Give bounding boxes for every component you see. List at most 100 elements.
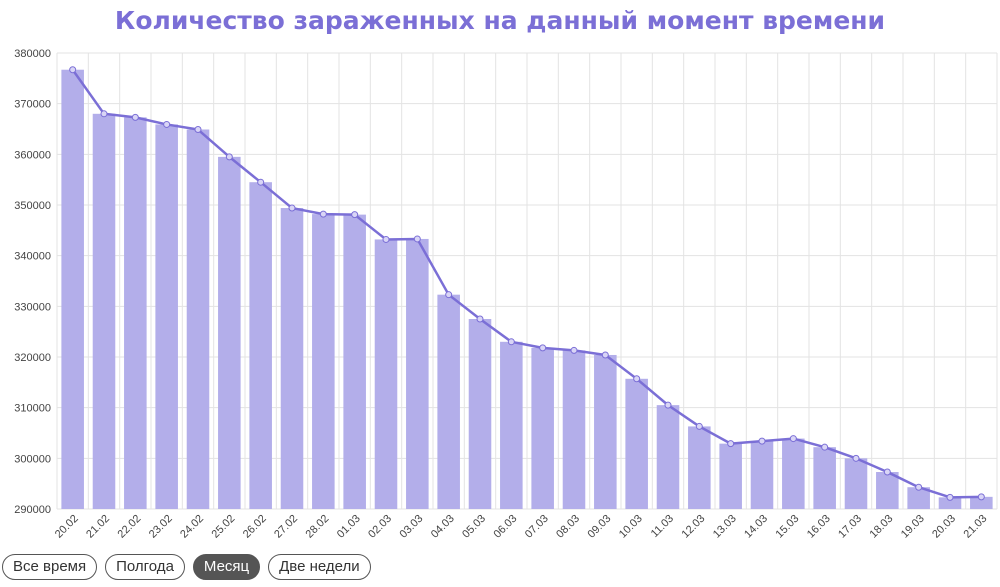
x-tick-label: 15.03 [774,513,802,541]
bar [782,438,805,509]
y-tick-label: 370000 [14,99,51,111]
x-tick-label: 07.03 [523,513,551,541]
line-point [821,443,829,451]
line-point [476,315,484,323]
line-point [695,422,703,430]
x-tick-label: 25.02 [210,513,238,541]
x-tick-label: 16.03 [805,513,833,541]
bar [500,341,523,509]
x-tick-label: 10.03 [617,513,645,541]
x-tick-label: 21.02 [84,513,112,541]
x-tick-label: 28.02 [304,513,332,541]
x-tick-label: 08.03 [554,513,582,541]
x-tick-label: 22.02 [116,513,144,541]
bar [343,214,366,510]
bar [625,378,648,509]
chart-title: Количество зараженных на данный момент в… [114,6,886,35]
bar [437,294,460,509]
x-tick-label: 13.03 [711,513,739,541]
bar [92,113,116,510]
bar [61,69,84,509]
line-point [601,351,609,359]
y-tick-label: 300000 [14,453,51,465]
x-tick-label: 06.03 [492,513,520,541]
period-tab[interactable]: Полгода [105,554,185,580]
line-point [100,110,108,118]
line-point [288,204,296,212]
line-point [351,211,359,219]
bar [531,347,554,509]
y-tick-label: 290000 [14,504,51,516]
x-tick-label: 18.03 [868,513,896,541]
line-point [539,344,547,352]
bar [719,443,742,509]
y-tick-label: 310000 [14,403,51,415]
x-tick-label: 20.02 [53,513,81,541]
line-point [445,291,453,299]
x-tick-label: 27.02 [272,513,300,541]
bar [813,447,836,509]
x-tick-label: 14.03 [742,513,770,541]
x-tick-label: 12.03 [680,513,708,541]
bar [312,214,335,509]
line-point [758,437,766,445]
line-point [946,493,954,501]
x-tick-label: 21.03 [962,513,990,541]
line-point [131,113,139,121]
line-point [163,120,171,128]
line-point [915,483,923,491]
line-point [319,210,327,218]
bar [907,487,930,509]
line-point [570,346,578,354]
bar [124,117,147,509]
line-point [69,66,77,74]
x-tick-label: 19.03 [899,513,927,541]
period-tabs: Все время Полгода Месяц Две недели [2,554,371,580]
series-line [71,68,982,499]
x-tick-label: 17.03 [836,513,864,541]
line-point [883,468,891,476]
bar [750,441,774,509]
x-tick-label: 11.03 [649,513,676,540]
line-point [257,178,265,186]
bar [844,458,868,509]
bar [688,426,711,509]
bar [155,124,178,509]
y-tick-label: 360000 [14,149,51,161]
line-point [852,454,860,462]
bar [218,156,241,509]
x-tick-label: 05.03 [460,513,488,541]
line-point [194,126,202,134]
line-point [633,375,641,383]
bar [938,497,962,509]
y-tick-label: 350000 [14,200,51,212]
y-tick-label: 320000 [14,352,51,364]
line-point [413,235,421,243]
bar [374,239,398,509]
x-tick-label: 01.03 [335,513,363,541]
x-tick-label: 20.03 [930,513,958,541]
x-tick-label: 23.02 [147,513,175,541]
bar [186,129,210,510]
bar [249,182,272,509]
y-tick-label: 340000 [14,251,51,263]
line-point [507,338,515,346]
x-tick-label: 09.03 [586,513,614,541]
period-tab[interactable]: Все время [2,554,98,580]
x-tick-label: 04.03 [429,513,457,541]
line-point [225,153,233,161]
y-tick-label: 380000 [14,48,51,60]
line-point [977,493,985,501]
line-point [664,401,672,409]
period-tab[interactable]: Две недели [268,554,371,580]
bar [656,405,680,509]
bar [970,496,993,509]
line-point [382,235,390,243]
period-tab[interactable]: Месяц [192,554,261,580]
bar [406,238,429,510]
bar [594,354,617,509]
x-tick-label: 03.03 [398,513,426,541]
bar [280,208,304,510]
line-point [789,435,797,443]
y-tick-label: 330000 [14,301,51,313]
